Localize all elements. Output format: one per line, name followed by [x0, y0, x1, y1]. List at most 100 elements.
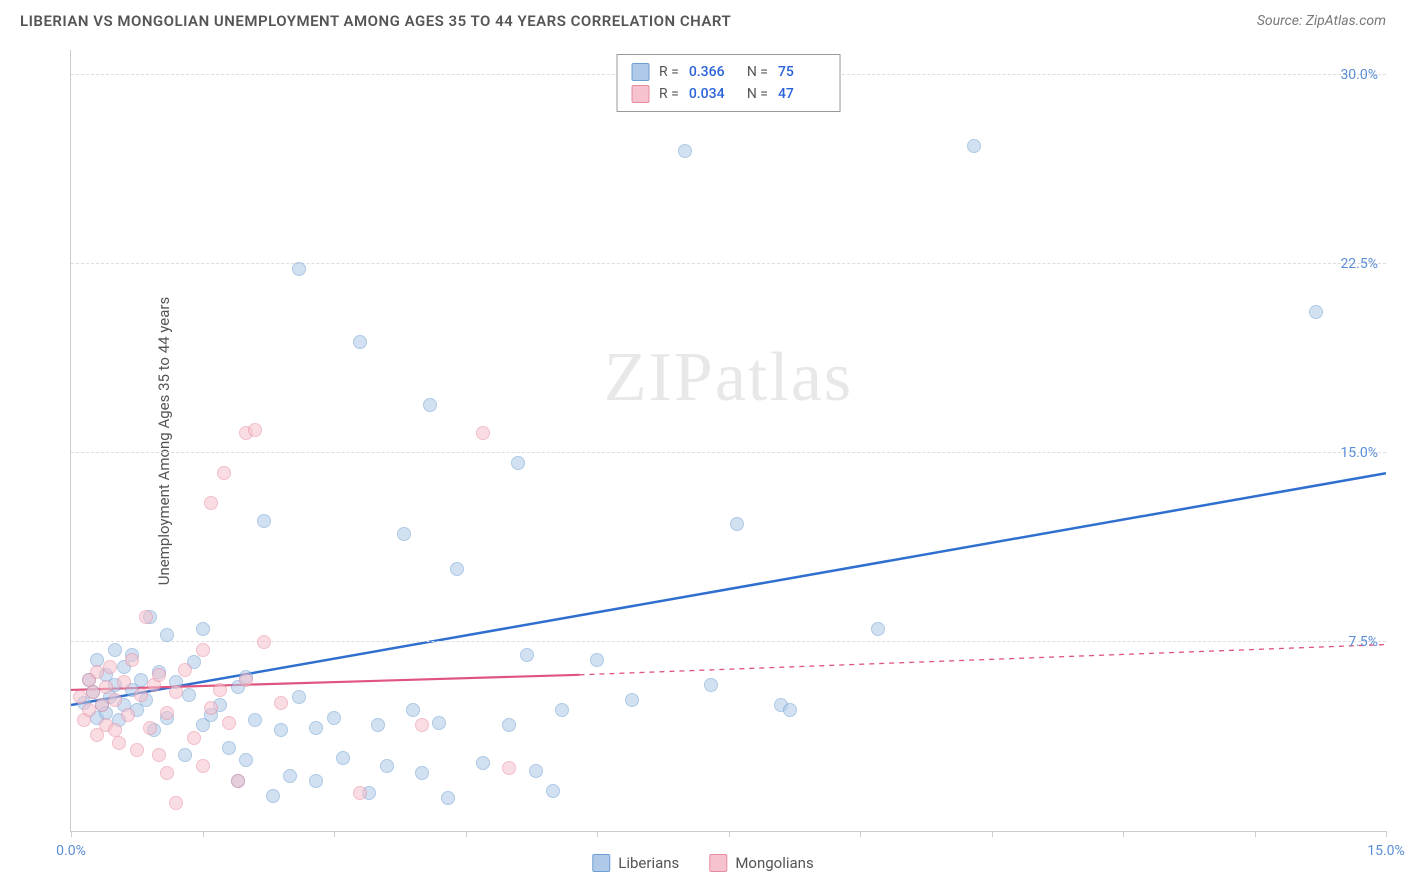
y-tick-label: 22.5%	[1340, 256, 1378, 272]
data-point	[309, 721, 323, 735]
data-point	[169, 796, 183, 810]
data-point	[196, 759, 210, 773]
data-point	[222, 716, 236, 730]
data-point	[204, 701, 218, 715]
data-point	[704, 678, 718, 692]
data-point	[283, 769, 297, 783]
x-tick	[992, 831, 993, 837]
data-point	[476, 756, 490, 770]
x-tick	[1123, 831, 1124, 837]
x-tick	[597, 831, 598, 837]
r-label: R =	[659, 86, 679, 102]
data-point	[169, 685, 183, 699]
data-point	[415, 718, 429, 732]
n-label: N =	[747, 86, 768, 102]
data-point	[1309, 305, 1323, 319]
n-value: 75	[778, 64, 826, 80]
data-point	[239, 753, 253, 767]
y-tick-label: 30.0%	[1340, 67, 1378, 83]
legend-swatch	[592, 854, 610, 872]
r-value: 0.366	[689, 64, 737, 80]
data-point	[502, 761, 516, 775]
data-point	[292, 690, 306, 704]
source-attribution: Source: ZipAtlas.com	[1257, 13, 1386, 29]
data-point	[625, 693, 639, 707]
data-point	[274, 723, 288, 737]
data-point	[871, 622, 885, 636]
data-point	[139, 610, 153, 624]
n-value: 47	[778, 86, 826, 102]
data-point	[967, 139, 981, 153]
x-tick-label: 0.0%	[56, 843, 86, 859]
data-point	[231, 774, 245, 788]
data-point	[441, 791, 455, 805]
data-point	[90, 665, 104, 679]
data-point	[248, 423, 262, 437]
data-point	[529, 764, 543, 778]
legend-swatch	[709, 854, 727, 872]
legend-row: R = 0.366 N = 75	[631, 61, 826, 83]
data-point	[143, 721, 157, 735]
data-point	[178, 663, 192, 677]
chart-container: Unemployment Among Ages 35 to 44 years Z…	[50, 50, 1386, 832]
data-point	[108, 693, 122, 707]
data-point	[730, 517, 744, 531]
data-point	[134, 688, 148, 702]
r-value: 0.034	[689, 86, 737, 102]
x-tick	[1255, 831, 1256, 837]
data-point	[415, 766, 429, 780]
n-label: N =	[747, 64, 768, 80]
data-point	[112, 736, 126, 750]
data-point	[257, 514, 271, 528]
data-point	[476, 426, 490, 440]
r-label: R =	[659, 64, 679, 80]
data-point	[327, 711, 341, 725]
legend-item: Mongolians	[709, 854, 813, 872]
data-point	[555, 703, 569, 717]
plot-area: ZIPatlas R =0.366N =75R =0.034N =47 7.5%…	[70, 50, 1386, 832]
trend-lines	[71, 50, 1386, 831]
legend-swatch	[631, 63, 649, 81]
data-point	[546, 784, 560, 798]
legend-swatch	[631, 85, 649, 103]
y-tick-label: 15.0%	[1340, 445, 1378, 461]
x-tick-label: 15.0%	[1367, 843, 1405, 859]
data-point	[678, 144, 692, 158]
data-point	[187, 731, 201, 745]
data-point	[73, 690, 87, 704]
x-tick	[1386, 831, 1387, 837]
data-point	[152, 668, 166, 682]
data-point	[160, 628, 174, 642]
series-legend: Liberians Mongolians	[592, 854, 813, 872]
data-point	[380, 759, 394, 773]
gridline-h	[71, 452, 1386, 453]
data-point	[121, 708, 135, 722]
data-point	[182, 688, 196, 702]
data-point	[213, 683, 227, 697]
data-point	[336, 751, 350, 765]
data-point	[130, 743, 144, 757]
legend-row: R = 0.034 N = 47	[631, 83, 826, 105]
data-point	[257, 635, 271, 649]
y-tick-label: 7.5%	[1348, 634, 1378, 650]
chart-title: LIBERIAN VS MONGOLIAN UNEMPLOYMENT AMONG…	[20, 12, 731, 30]
data-point	[309, 774, 323, 788]
data-point	[204, 496, 218, 510]
data-point	[248, 713, 262, 727]
legend-item: Liberians	[592, 854, 679, 872]
legend-label: Mongolians	[735, 854, 813, 872]
data-point	[160, 766, 174, 780]
legend-label: Liberians	[618, 854, 679, 872]
data-point	[103, 660, 117, 674]
x-tick	[203, 831, 204, 837]
data-point	[117, 675, 131, 689]
data-point	[152, 748, 166, 762]
data-point	[274, 696, 288, 710]
data-point	[125, 653, 139, 667]
data-point	[222, 741, 236, 755]
gridline-h	[71, 263, 1386, 264]
data-point	[178, 748, 192, 762]
data-point	[196, 622, 210, 636]
data-point	[406, 703, 420, 717]
data-point	[450, 562, 464, 576]
